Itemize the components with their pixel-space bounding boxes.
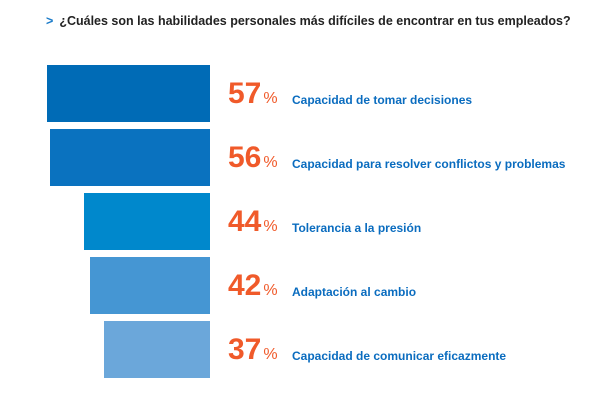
percent-sign: % [263,90,278,107]
percent-sign: % [263,218,278,235]
percent-sign: % [263,154,278,171]
bar [104,321,210,378]
value-number: 37 [228,333,262,366]
value-label: 42% [228,271,278,306]
value-number: 44 [228,205,262,238]
title-text: ¿Cuáles son las habilidades personales m… [59,14,571,28]
category-label: Capacidad de comunicar eficazmente [292,349,507,363]
value-label: 56% [228,143,278,178]
value-label: 44% [228,207,278,242]
bar [46,65,210,122]
percent-sign: % [263,282,278,299]
category-label: Tolerancia a la presión [292,221,422,235]
value-label: 37% [228,335,278,370]
chart-title: > ¿Cuáles son las habilidades personales … [46,14,571,28]
value-number: 42 [228,269,262,302]
category-label: Capacidad para resolver conflictos y pro… [292,157,566,171]
bar [49,129,210,186]
value-number: 56 [228,141,262,174]
chevron-right-icon: > [46,14,54,28]
category-label: Adaptación al cambio [292,285,417,299]
category-label: Capacidad de tomar decisiones [292,93,473,107]
percent-sign: % [263,346,278,363]
value-label: 57% [228,79,278,114]
bar [89,257,210,314]
bar [84,193,210,250]
value-number: 57 [228,77,262,110]
